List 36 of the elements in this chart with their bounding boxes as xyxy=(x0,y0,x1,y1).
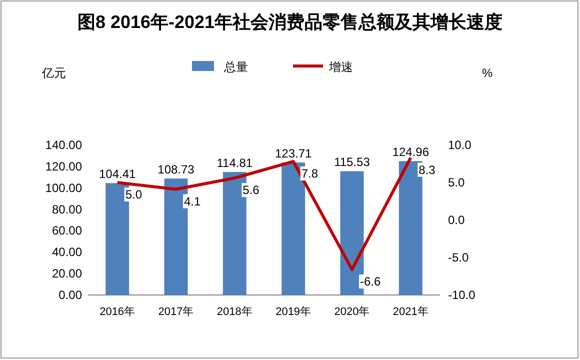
y-tick-label: 0.00 xyxy=(58,288,82,302)
data-label: 8.3 xyxy=(418,162,436,177)
legend-label: 增速 xyxy=(328,60,353,74)
y-tick-label: 140.00 xyxy=(45,138,82,152)
y-tick-label: 40.00 xyxy=(52,245,82,260)
y2-tick-label: 0.0 xyxy=(448,213,466,227)
data-label: 108.73 xyxy=(158,162,195,177)
y2-axis-title: % xyxy=(482,66,493,80)
data-label: -6.6 xyxy=(360,274,382,288)
x-tick-label: 2017年 xyxy=(158,306,194,318)
y2-tick-label: -10.0 xyxy=(448,288,476,302)
x-tick-label: 2021年 xyxy=(392,306,428,318)
x-tick-label: 2020年 xyxy=(334,306,370,318)
legend-label: 总量 xyxy=(223,60,248,74)
data-label: 115.53 xyxy=(334,155,370,170)
data-label: 4.1 xyxy=(184,194,202,208)
y-tick-label: 120.00 xyxy=(45,159,82,174)
y-tick-label: 20.00 xyxy=(52,266,82,281)
data-label: 5.0 xyxy=(125,188,142,202)
data-label: 114.81 xyxy=(216,156,253,170)
y-tick-label: 80.00 xyxy=(52,202,82,216)
x-tick-label: 2016年 xyxy=(100,306,136,318)
data-label: 123.71 xyxy=(274,146,312,160)
data-label: 7.8 xyxy=(301,166,318,180)
data-label: 104.41 xyxy=(98,167,136,182)
y2-tick-label: 5.0 xyxy=(448,176,466,190)
x-tick-label: 2018年 xyxy=(216,306,252,318)
data-label: 124.96 xyxy=(392,145,430,160)
x-tick-label: 2019年 xyxy=(276,306,312,318)
chart-title: 图8 2016年-2021年社会消费品零售总额及其增长速度 xyxy=(77,12,503,32)
y-axis-title: 亿元 xyxy=(41,66,66,80)
y2-tick-label: -5.0 xyxy=(448,250,470,264)
y2-tick-label: 10.0 xyxy=(448,138,472,152)
y-tick-label: 60.00 xyxy=(52,224,82,238)
data-label: 5.6 xyxy=(242,183,260,197)
y-tick-label: 100.00 xyxy=(45,180,82,195)
